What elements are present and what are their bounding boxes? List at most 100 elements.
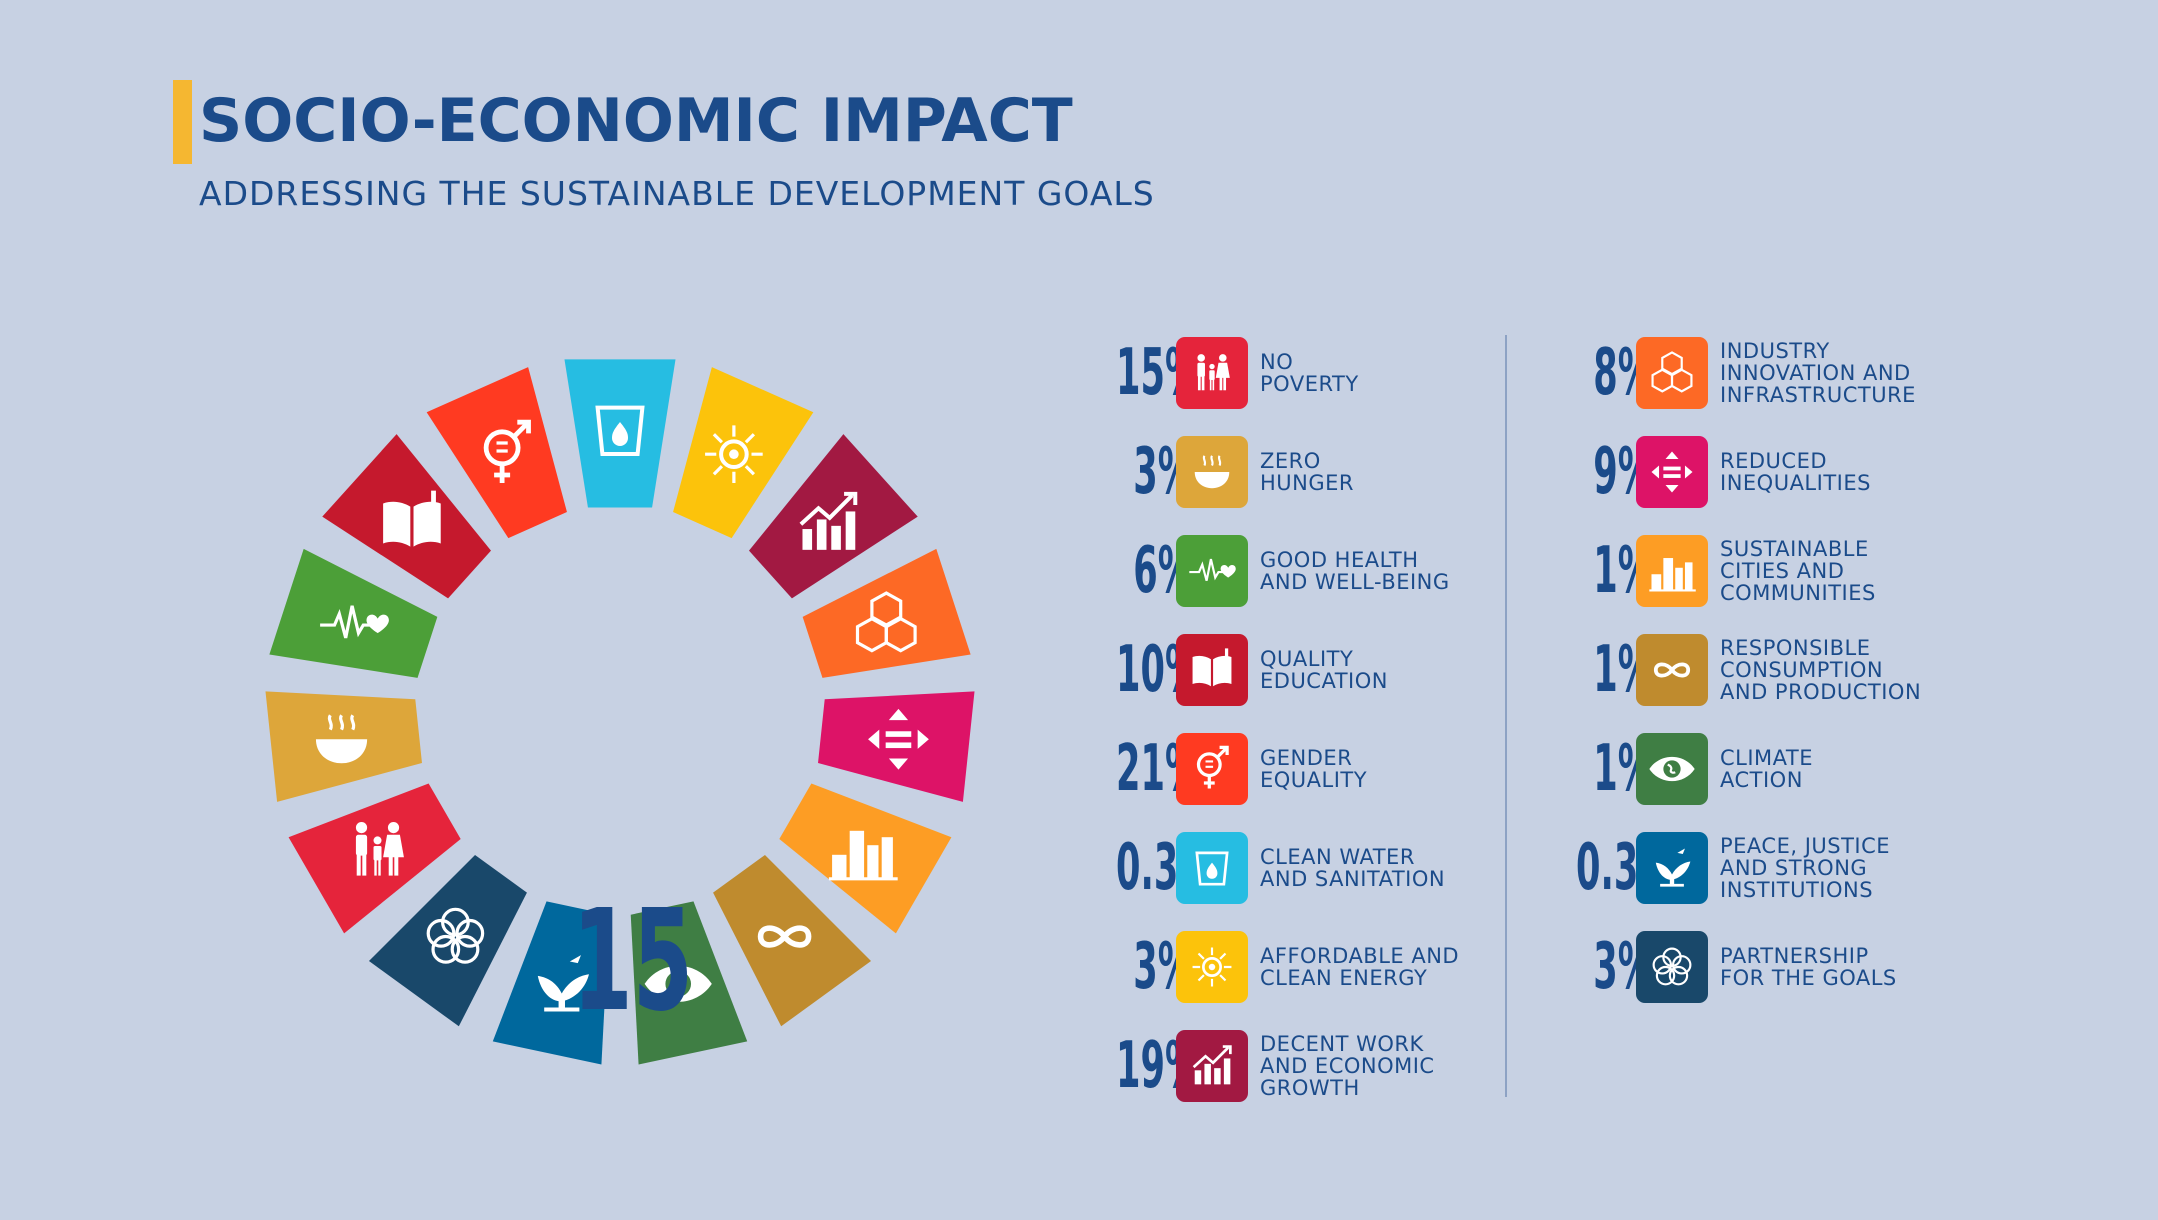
ring-segment-dove bbox=[492, 901, 610, 1065]
gender-icon bbox=[483, 419, 531, 484]
goal-row-eye-globe: 1% CLIMATE ACTION bbox=[1500, 733, 1960, 832]
goal-label: CLEAN WATER AND SANITATION bbox=[1260, 832, 1510, 904]
book-icon bbox=[383, 490, 441, 547]
page-subtitle: ADDRESSING THE SUSTAINABLE DEVELOPMENT G… bbox=[199, 174, 1155, 213]
ring-segment-eye-globe bbox=[630, 901, 748, 1065]
ring-segment-buildings bbox=[779, 783, 952, 934]
page-title: SOCIO-ECONOMIC IMPACT bbox=[199, 86, 1073, 156]
water-drop-icon bbox=[595, 405, 645, 457]
goal-label-line: INDUSTRY bbox=[1720, 339, 1830, 363]
sdg-ring-chart bbox=[265, 359, 975, 1065]
rings-icon bbox=[1636, 931, 1708, 1003]
goal-list-left: 15% NO POVERTY 3% ZERO HUNGER 6% GOOD HEALTH AND… bbox=[1040, 337, 1500, 1129]
goal-label-line: REDUCED bbox=[1720, 449, 1828, 473]
people-icon bbox=[1176, 337, 1248, 409]
goal-label-line: AND SANITATION bbox=[1260, 867, 1446, 891]
goal-row-rings: 3% PARTNERSHIP FOR THE GOALS bbox=[1500, 931, 1960, 1030]
goal-row-dove: 0.3% PEACE, JUSTICE AND STRONG INSTITUTIONS bbox=[1500, 832, 1960, 931]
rings-icon bbox=[426, 907, 485, 964]
goal-label-line: NO bbox=[1260, 350, 1294, 374]
buildings-icon bbox=[1636, 535, 1708, 607]
goal-label-line: FOR THE GOALS bbox=[1720, 966, 1897, 990]
goal-label-line: QUALITY bbox=[1260, 647, 1354, 671]
goal-label-line: POVERTY bbox=[1260, 372, 1359, 396]
equal-arrows-icon bbox=[1636, 436, 1708, 508]
goal-label-line: CITIES AND bbox=[1720, 559, 1845, 583]
goal-row-equal-arrows: 9% REDUCED INEQUALITIES bbox=[1500, 436, 1960, 535]
column-divider bbox=[1505, 335, 1507, 1097]
goal-row-people: 15% NO POVERTY bbox=[1040, 337, 1500, 436]
infinity-icon bbox=[1636, 634, 1708, 706]
goal-label: NO POVERTY bbox=[1260, 337, 1510, 409]
ring-segment-gender bbox=[426, 367, 567, 539]
ring-segment-bowl bbox=[265, 691, 422, 802]
goal-label: PEACE, JUSTICE AND STRONG INSTITUTIONS bbox=[1720, 832, 1970, 904]
gender-icon bbox=[1176, 733, 1248, 805]
goal-row-heartbeat: 6% GOOD HEALTH AND WELL-BEING bbox=[1040, 535, 1500, 634]
ring-segment-heartbeat bbox=[269, 548, 438, 678]
ring-segment-people bbox=[288, 783, 461, 934]
goal-label-line: CLEAN ENERGY bbox=[1260, 966, 1428, 990]
goal-label: SUSTAINABLE CITIES AND COMMUNITIES bbox=[1720, 535, 1970, 607]
ring-segment-rings bbox=[368, 854, 527, 1027]
growth-chart-icon bbox=[1176, 1030, 1248, 1102]
water-drop-icon bbox=[1176, 832, 1248, 904]
ring-segment-growth-chart bbox=[749, 434, 918, 599]
goal-label: CLIMATE ACTION bbox=[1720, 733, 1970, 805]
bowl-icon bbox=[1176, 436, 1248, 508]
growth-chart-icon bbox=[799, 491, 858, 550]
goal-label: GENDER EQUALITY bbox=[1260, 733, 1510, 805]
ring-center-number: 15 bbox=[572, 880, 694, 1043]
goal-label-line: HUNGER bbox=[1260, 471, 1355, 495]
book-icon bbox=[1176, 634, 1248, 706]
goal-label-line: GROWTH bbox=[1260, 1076, 1360, 1100]
goal-label-line: AND STRONG bbox=[1720, 856, 1868, 880]
goal-label-line: EQUALITY bbox=[1260, 768, 1368, 792]
dove-icon bbox=[1636, 832, 1708, 904]
goal-row-sun: 3% AFFORDABLE AND CLEAN ENERGY bbox=[1040, 931, 1500, 1030]
goal-label-line: EDUCATION bbox=[1260, 669, 1388, 693]
goal-row-water-drop: 0.3% CLEAN WATER AND SANITATION bbox=[1040, 832, 1500, 931]
goal-label-line: GENDER bbox=[1260, 746, 1353, 770]
people-icon bbox=[355, 822, 404, 876]
goal-row-cubes: 8% INDUSTRY INNOVATION AND INFRASTRUCTURE bbox=[1500, 337, 1960, 436]
ring-segment-equal-arrows bbox=[818, 691, 975, 802]
goal-label: GOOD HEALTH AND WELL-BEING bbox=[1260, 535, 1510, 607]
cubes-icon bbox=[855, 591, 917, 653]
eye-globe-icon bbox=[1636, 733, 1708, 805]
goal-label-line: AFFORDABLE AND bbox=[1260, 944, 1460, 968]
cubes-icon bbox=[1636, 337, 1708, 409]
goal-label-line: INFRASTRUCTURE bbox=[1720, 383, 1916, 407]
goal-label: ZERO HUNGER bbox=[1260, 436, 1510, 508]
goal-label-line: CLIMATE bbox=[1720, 746, 1814, 770]
goal-label-line: AND PRODUCTION bbox=[1720, 680, 1922, 704]
goal-label-line: GOOD HEALTH bbox=[1260, 548, 1419, 572]
goal-label-line: DECENT WORK bbox=[1260, 1032, 1424, 1056]
goal-label-line: SUSTAINABLE bbox=[1720, 537, 1869, 561]
goal-label-line: COMMUNITIES bbox=[1720, 581, 1876, 605]
goal-label-line: INSTITUTIONS bbox=[1720, 878, 1874, 902]
dove-icon bbox=[537, 955, 589, 1012]
goal-label: DECENT WORK AND ECONOMIC GROWTH bbox=[1260, 1030, 1510, 1102]
ring-segment-book bbox=[322, 434, 491, 599]
goal-label: INDUSTRY INNOVATION AND INFRASTRUCTURE bbox=[1720, 337, 1970, 409]
goal-label: QUALITY EDUCATION bbox=[1260, 634, 1510, 706]
bowl-icon bbox=[315, 714, 368, 764]
goal-label-line: INNOVATION AND bbox=[1720, 361, 1911, 385]
goal-label-line: CLEAN WATER bbox=[1260, 845, 1415, 869]
heartbeat-icon bbox=[320, 605, 389, 639]
goal-row-gender: 21% GENDER EQUALITY bbox=[1040, 733, 1500, 832]
sun-icon bbox=[705, 425, 763, 484]
eye-globe-icon bbox=[644, 965, 712, 1002]
infinity-icon bbox=[757, 925, 812, 948]
ring-segment-sun bbox=[673, 367, 814, 539]
buildings-icon bbox=[828, 830, 898, 881]
goal-label-line: CONSUMPTION bbox=[1720, 658, 1884, 682]
goal-row-book: 10% QUALITY EDUCATION bbox=[1040, 634, 1500, 733]
goal-list-right: 8% INDUSTRY INNOVATION AND INFRASTRUCTURE 9%… bbox=[1500, 337, 1960, 1030]
ring-segment-water-drop bbox=[564, 359, 676, 508]
ring-segment-infinity bbox=[713, 854, 872, 1027]
goal-label-line: AND ECONOMIC bbox=[1260, 1054, 1435, 1078]
goal-label: REDUCED INEQUALITIES bbox=[1720, 436, 1970, 508]
goal-row-infinity: 1% RESPONSIBLE CONSUMPTION AND PRODUCTION bbox=[1500, 634, 1960, 733]
